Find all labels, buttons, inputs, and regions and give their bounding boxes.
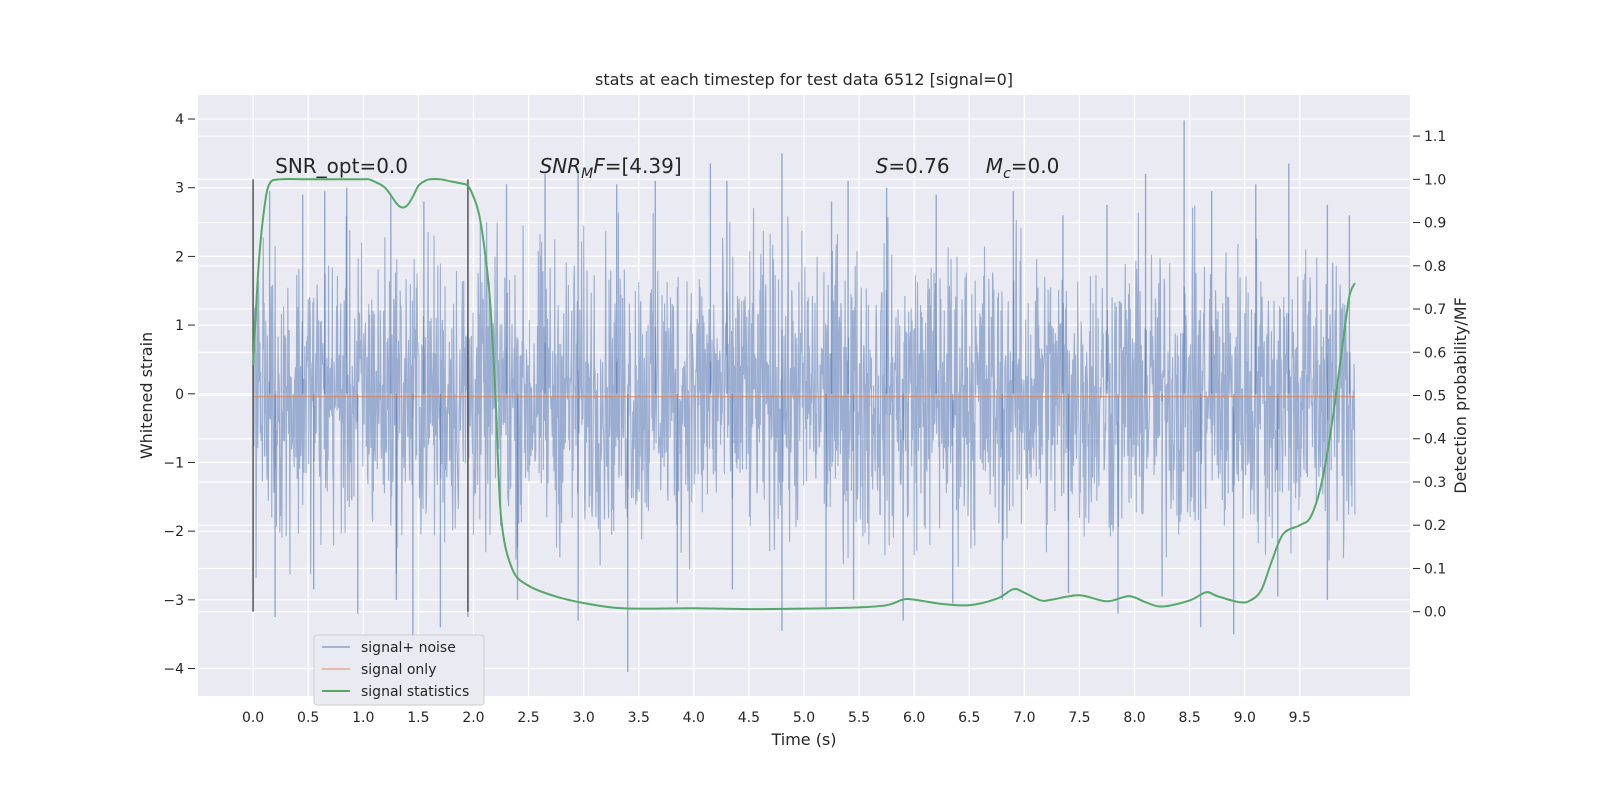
y-right-tick-label: 0.9: [1424, 216, 1446, 232]
y-right-tick-label: 0.0: [1424, 605, 1446, 621]
legend-box: [313, 634, 485, 706]
x-tick-label: 1.5: [407, 710, 429, 726]
x-tick-label: 6.5: [958, 710, 980, 726]
y-right-tick-label: 1.0: [1424, 172, 1446, 188]
x-tick-label: 0.5: [297, 710, 319, 726]
y-left-tick-label: 3: [175, 181, 184, 197]
chart-title: stats at each timestep for test data 651…: [595, 70, 1013, 89]
y-right-axis-ticks: 1.1 1.0 0.9 0.8 0.7 0.6 0.5 0.4 0.3 0.2 0.1 0.0: [1413, 129, 1446, 621]
y-right-tick-label: 0.7: [1424, 302, 1446, 318]
annotation-part: SNR_opt=0.0: [275, 154, 408, 178]
x-tick-label: 2.5: [517, 710, 539, 726]
y-right-tick-label: 0.2: [1424, 518, 1446, 534]
annotation-part: =[4.39]: [605, 154, 682, 178]
annotation-part: S: [876, 154, 889, 178]
y-right-tick-label: 0.1: [1424, 561, 1446, 577]
y-left-tick-label: −3: [163, 593, 184, 609]
annotation-text: SNR_opt=0.0: [275, 154, 408, 178]
y-right-tick-label: 0.6: [1424, 345, 1446, 361]
annotation-text: Mc=0.0: [986, 154, 1060, 182]
annotation-text: S=0.76: [876, 154, 950, 178]
signal-statistics-line: [252, 177, 1356, 611]
x-tick-label: 2.0: [462, 710, 484, 726]
x-tick-label: 8.5: [1179, 710, 1201, 726]
x-tick-label: 3.5: [628, 710, 650, 726]
annotation-part: F: [593, 154, 605, 178]
y-right-tick-label: 0.5: [1424, 389, 1446, 405]
y-left-axis-ticks: 4 3 2 1 0 −1 −2 −3 −4: [163, 112, 195, 678]
y-left-tick-label: −2: [163, 524, 184, 540]
signal-noise-trace: [252, 205, 1356, 579]
annotation-part: =0.76: [888, 154, 949, 178]
signal-noise-series: [252, 120, 1356, 672]
y-left-tick-label: 4: [175, 112, 184, 128]
x-tick-label: 3.0: [573, 710, 595, 726]
y-right-axis-label: Detection probability/MF: [1451, 297, 1470, 494]
legend-label: signal only: [361, 662, 436, 678]
legend: signal+ noise signal only signal statistic…: [313, 634, 485, 706]
y-left-tick-label: 2: [175, 249, 184, 265]
annotation-part: M: [986, 154, 1003, 178]
y-left-tick-label: 0: [175, 387, 184, 403]
window-markers: [252, 179, 469, 612]
x-tick-label: 9.5: [1289, 710, 1311, 726]
y-right-tick-label: 0.3: [1424, 475, 1446, 491]
x-axis-ticks: 0.0 0.5 1.0 1.5 2.0 2.5 3.0 3.5 4.0 4.5 5.0 5.5 6.0 6…: [242, 710, 1311, 726]
x-axis-label: Time (s): [770, 730, 836, 749]
x-tick-label: 5.5: [848, 710, 870, 726]
x-tick-label: 6.0: [903, 710, 925, 726]
annotation-part: c: [1003, 166, 1011, 182]
x-tick-label: 4.5: [738, 710, 760, 726]
x-tick-label: 1.0: [352, 710, 374, 726]
annotation-part: =0.0: [1011, 154, 1060, 178]
annotation-part: SNR: [540, 154, 582, 178]
signal-statistics-series: [252, 177, 1356, 611]
axes: 0.0 0.5 1.0 1.5 2.0 2.5 3.0 3.5 4.0 4.5 5.0 5.5 6.0 6…: [163, 112, 1446, 726]
annotations: SNR_opt=0.0 SNRMF=[4.39] S=0.76 Mc=0.0: [275, 154, 1059, 182]
x-tick-label: 0.0: [242, 710, 264, 726]
y-left-axis-label: Whitened strain: [137, 332, 156, 459]
legend-label: signal+ noise: [361, 640, 456, 656]
x-tick-label: 7.0: [1013, 710, 1035, 726]
annotation-part: M: [581, 166, 593, 182]
x-tick-label: 8.0: [1123, 710, 1145, 726]
y-left-tick-label: −1: [163, 455, 184, 471]
annotation-text: SNRMF=[4.39]: [540, 154, 682, 182]
x-tick-label: 5.0: [793, 710, 815, 726]
y-left-tick-label: −4: [163, 662, 184, 678]
y-right-tick-label: 0.4: [1424, 432, 1446, 448]
y-right-tick-label: 1.1: [1424, 129, 1446, 145]
x-tick-label: 4.0: [683, 710, 705, 726]
x-tick-label: 7.5: [1068, 710, 1090, 726]
y-left-tick-label: 1: [175, 318, 184, 334]
x-tick-label: 9.0: [1234, 710, 1256, 726]
legend-label: signal statistics: [361, 684, 469, 700]
y-right-tick-label: 0.8: [1424, 259, 1446, 275]
